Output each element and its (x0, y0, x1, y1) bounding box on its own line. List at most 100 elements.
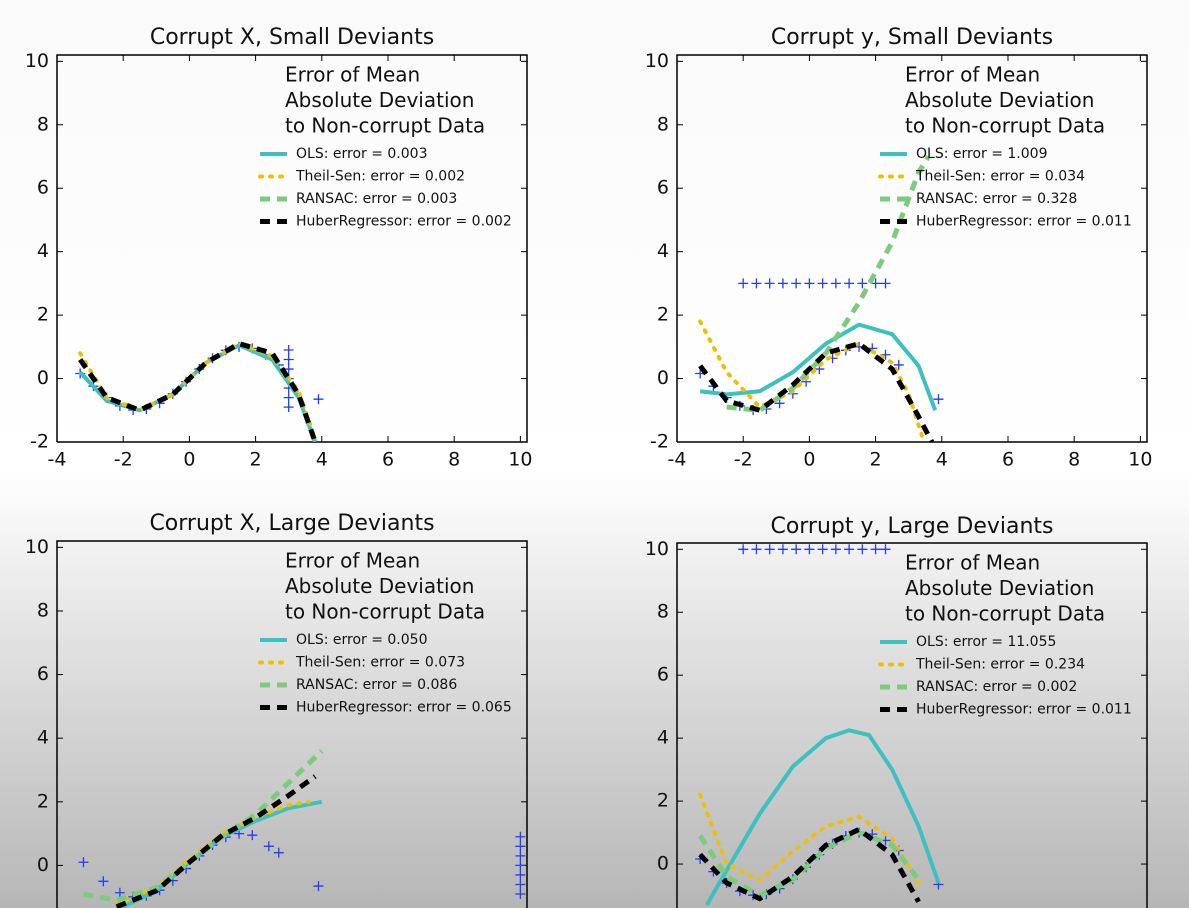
data-point (78, 857, 89, 868)
series-line (698, 792, 921, 885)
plot-area (75, 340, 324, 442)
data-point (283, 364, 294, 375)
data-point (804, 278, 815, 289)
series-line (698, 829, 921, 899)
data-point (283, 354, 294, 365)
x-tick-label: 6 (382, 449, 394, 471)
subplot: Corrupt y, Large Deviants 0 2 4 6 8 10 OLS: err… (645, 514, 1148, 908)
y-tick-label: 6 (657, 177, 669, 199)
data-point (751, 278, 762, 289)
x-tick-label: 8 (448, 449, 460, 471)
y-tick-label: 2 (657, 790, 669, 812)
data-point (764, 544, 775, 555)
data-point (283, 402, 294, 413)
legend-label: Theil-Sen: error = 0.034 (915, 169, 1085, 185)
chart-title: Corrupt y, Small Deviants (771, 25, 1053, 50)
data-point (283, 345, 294, 356)
legend-label: HuberRegressor: error = 0.011 (916, 214, 1132, 230)
x-tick-label: 4 (936, 449, 948, 471)
legend-title: to Non-corrupt Data (285, 600, 485, 624)
legend-label: OLS: error = 0.050 (296, 632, 427, 648)
data-point (774, 398, 785, 409)
data-point (273, 847, 284, 858)
y-tick-label: 8 (657, 601, 669, 623)
legend-title: to Non-corrupt Data (285, 114, 485, 138)
data-point (804, 544, 815, 555)
data-point (515, 860, 526, 871)
data-point (870, 544, 881, 555)
data-point (738, 278, 749, 289)
series-line (698, 319, 924, 438)
data-point (283, 392, 294, 403)
y-tick-label: 6 (37, 663, 49, 685)
legend-label: Theil-Sen: error = 0.002 (295, 169, 465, 185)
x-tick-label: 8 (1068, 449, 1080, 471)
data-point (777, 544, 788, 555)
series-line (78, 343, 318, 442)
y-tick-label: -2 (30, 431, 49, 453)
x-tick-label: 6 (1002, 449, 1014, 471)
legend-label: RANSAC: error = 0.002 (916, 679, 1077, 695)
data-point (515, 869, 526, 880)
legend-title: Absolute Deviation (285, 574, 474, 598)
y-tick-label: 10 (25, 50, 49, 72)
axes-frame (676, 54, 1148, 443)
data-point (114, 887, 125, 898)
data-point (893, 359, 904, 370)
legend-title: Absolute Deviation (905, 88, 1094, 112)
x-tick-label: 0 (183, 449, 195, 471)
legend-title: Error of Mean (285, 63, 420, 87)
series-line (78, 341, 318, 441)
x-tick-label: 2 (870, 449, 882, 471)
series-line (698, 826, 921, 904)
series-line (83, 749, 324, 903)
data-point (751, 544, 762, 555)
series-line (78, 340, 318, 442)
y-tick-label: 6 (657, 664, 669, 686)
data-point (844, 278, 855, 289)
data-point (880, 278, 891, 289)
y-tick-label: 10 (645, 50, 669, 72)
series-line (726, 155, 931, 413)
data-point (791, 278, 802, 289)
legend-label: RANSAC: error = 0.086 (296, 677, 457, 693)
plot-area (695, 544, 944, 906)
data-point (933, 394, 944, 405)
data-point (515, 831, 526, 842)
x-tick-label: 10 (508, 449, 532, 471)
legend-label: HuberRegressor: error = 0.002 (296, 214, 512, 230)
y-tick-label: 2 (37, 304, 49, 326)
x-tick-label: -4 (668, 449, 687, 471)
y-tick-label: 2 (37, 790, 49, 812)
x-tick-label: -4 (48, 449, 67, 471)
legend-label: RANSAC: error = 0.328 (916, 191, 1077, 207)
y-tick-label: 8 (37, 599, 49, 621)
legend-label: OLS: error = 0.003 (296, 146, 427, 162)
x-tick-label: -2 (734, 449, 753, 471)
y-tick-label: 0 (657, 853, 669, 875)
y-tick-label: 4 (657, 240, 669, 262)
data-point (515, 879, 526, 890)
y-tick-label: 10 (645, 538, 669, 560)
y-tick-label: 2 (657, 304, 669, 326)
legend-title: Absolute Deviation (285, 88, 474, 112)
legend-label: OLS: error = 1.009 (916, 146, 1047, 162)
series-line (115, 774, 317, 908)
x-tick-label: 4 (316, 449, 328, 471)
data-point (857, 544, 868, 555)
data-point (263, 841, 274, 852)
y-tick-label: 4 (37, 240, 49, 262)
x-tick-label: 10 (1128, 449, 1152, 471)
data-point (844, 544, 855, 555)
x-tick-label: 2 (250, 449, 262, 471)
legend-title: to Non-corrupt Data (905, 602, 1105, 626)
legend-title: Error of Mean (285, 549, 420, 573)
axes-frame (676, 542, 1148, 908)
data-point (791, 544, 802, 555)
series-line (699, 322, 938, 411)
y-tick-label: 4 (37, 727, 49, 749)
